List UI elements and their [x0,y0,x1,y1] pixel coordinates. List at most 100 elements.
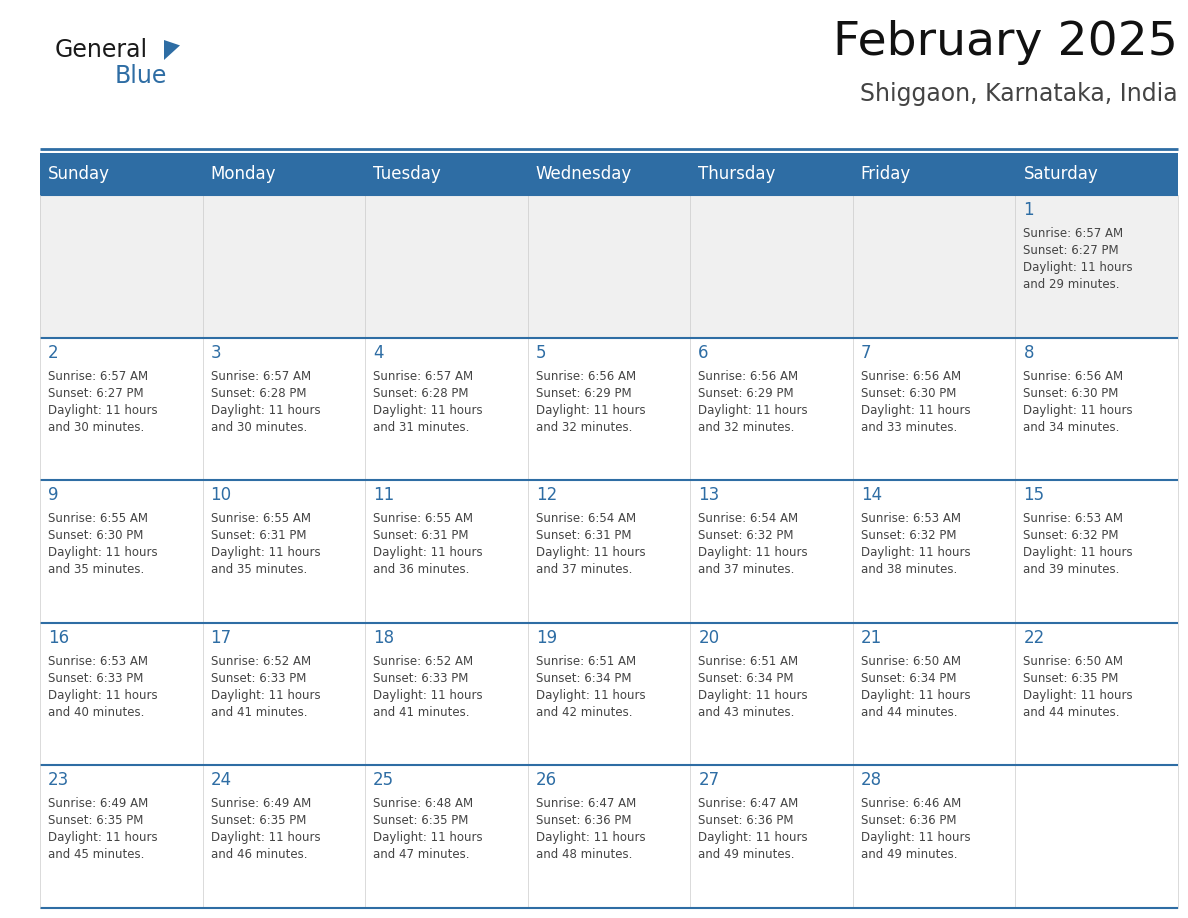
Bar [203,338,365,480]
Bar [690,195,853,338]
Text: Sunrise: 6:57 AM: Sunrise: 6:57 AM [48,370,148,383]
Text: Sunrise: 6:49 AM: Sunrise: 6:49 AM [210,798,311,811]
Text: Sunrise: 6:50 AM: Sunrise: 6:50 AM [861,655,961,667]
Bar [853,195,1016,338]
Text: Daylight: 11 hours: Daylight: 11 hours [699,404,808,417]
Text: and 45 minutes.: and 45 minutes. [48,848,145,861]
Text: Daylight: 11 hours: Daylight: 11 hours [373,404,482,417]
Text: Sunrise: 6:57 AM: Sunrise: 6:57 AM [373,370,473,383]
Bar [40,153,1178,195]
Text: Monday: Monday [210,165,276,183]
Text: 20: 20 [699,629,720,647]
Text: Sunset: 6:28 PM: Sunset: 6:28 PM [373,386,468,399]
Text: Sunrise: 6:53 AM: Sunrise: 6:53 AM [48,655,148,667]
Text: Daylight: 11 hours: Daylight: 11 hours [373,688,482,701]
Bar [690,622,853,766]
Text: and 48 minutes.: and 48 minutes. [536,848,632,861]
Bar [853,338,1016,480]
Text: Daylight: 11 hours: Daylight: 11 hours [210,832,321,845]
Text: 2: 2 [48,343,58,362]
Text: and 42 minutes.: and 42 minutes. [536,706,632,719]
Bar [527,195,690,338]
Text: Daylight: 11 hours: Daylight: 11 hours [48,832,158,845]
Text: Sunset: 6:35 PM: Sunset: 6:35 PM [48,814,144,827]
Text: Sunset: 6:27 PM: Sunset: 6:27 PM [1023,244,1119,257]
Text: and 32 minutes.: and 32 minutes. [536,420,632,433]
Text: Sunset: 6:31 PM: Sunset: 6:31 PM [373,529,468,543]
Text: and 49 minutes.: and 49 minutes. [861,848,958,861]
Text: Daylight: 11 hours: Daylight: 11 hours [861,404,971,417]
Text: Daylight: 11 hours: Daylight: 11 hours [210,404,321,417]
Bar [203,480,365,622]
Text: 14: 14 [861,487,881,504]
Text: 12: 12 [536,487,557,504]
Text: Wednesday: Wednesday [536,165,632,183]
Text: 24: 24 [210,771,232,789]
Text: and 38 minutes.: and 38 minutes. [861,564,958,577]
Text: Daylight: 11 hours: Daylight: 11 hours [48,546,158,559]
Text: Sunrise: 6:56 AM: Sunrise: 6:56 AM [699,370,798,383]
Text: and 30 minutes.: and 30 minutes. [48,420,144,433]
Text: 5: 5 [536,343,546,362]
Text: Shiggaon, Karnataka, India: Shiggaon, Karnataka, India [860,82,1178,106]
Text: General: General [55,38,148,62]
Text: and 30 minutes.: and 30 minutes. [210,420,307,433]
Text: Sunrise: 6:51 AM: Sunrise: 6:51 AM [536,655,636,667]
Bar [690,766,853,908]
Text: and 36 minutes.: and 36 minutes. [373,564,469,577]
Text: and 47 minutes.: and 47 minutes. [373,848,469,861]
Text: 18: 18 [373,629,394,647]
Text: 26: 26 [536,771,557,789]
Text: Sunset: 6:32 PM: Sunset: 6:32 PM [1023,529,1119,543]
Bar [365,338,527,480]
Text: and 43 minutes.: and 43 minutes. [699,706,795,719]
Text: February 2025: February 2025 [833,20,1178,65]
Polygon shape [164,40,181,60]
Text: 16: 16 [48,629,69,647]
Text: Daylight: 11 hours: Daylight: 11 hours [48,688,158,701]
Text: 21: 21 [861,629,883,647]
Text: Sunset: 6:35 PM: Sunset: 6:35 PM [210,814,307,827]
Text: Daylight: 11 hours: Daylight: 11 hours [1023,546,1133,559]
Text: Daylight: 11 hours: Daylight: 11 hours [536,404,645,417]
Text: Sunrise: 6:56 AM: Sunrise: 6:56 AM [536,370,636,383]
Text: and 41 minutes.: and 41 minutes. [210,706,307,719]
Text: Daylight: 11 hours: Daylight: 11 hours [373,832,482,845]
Text: and 34 minutes.: and 34 minutes. [1023,420,1120,433]
Text: 9: 9 [48,487,58,504]
Bar [527,338,690,480]
Text: 25: 25 [373,771,394,789]
Text: Sunrise: 6:48 AM: Sunrise: 6:48 AM [373,798,473,811]
Text: Daylight: 11 hours: Daylight: 11 hours [699,832,808,845]
Text: and 39 minutes.: and 39 minutes. [1023,564,1120,577]
Text: Sunset: 6:34 PM: Sunset: 6:34 PM [861,672,956,685]
Text: 17: 17 [210,629,232,647]
Text: Sunset: 6:34 PM: Sunset: 6:34 PM [536,672,631,685]
Text: 6: 6 [699,343,709,362]
Text: and 44 minutes.: and 44 minutes. [1023,706,1120,719]
Text: 13: 13 [699,487,720,504]
Text: 15: 15 [1023,487,1044,504]
Text: Sunset: 6:36 PM: Sunset: 6:36 PM [861,814,956,827]
Text: and 33 minutes.: and 33 minutes. [861,420,958,433]
Text: 8: 8 [1023,343,1034,362]
Text: Sunset: 6:36 PM: Sunset: 6:36 PM [699,814,794,827]
Bar [40,480,203,622]
Bar [365,622,527,766]
Text: Sunrise: 6:57 AM: Sunrise: 6:57 AM [1023,227,1124,240]
Text: and 37 minutes.: and 37 minutes. [536,564,632,577]
Text: 10: 10 [210,487,232,504]
Bar [40,766,203,908]
Text: Sunrise: 6:57 AM: Sunrise: 6:57 AM [210,370,311,383]
Text: 3: 3 [210,343,221,362]
Text: Sunrise: 6:55 AM: Sunrise: 6:55 AM [210,512,310,525]
Text: Sunset: 6:31 PM: Sunset: 6:31 PM [210,529,307,543]
Text: 23: 23 [48,771,69,789]
Bar [203,195,365,338]
Text: Sunrise: 6:55 AM: Sunrise: 6:55 AM [48,512,148,525]
Bar [1016,195,1178,338]
Bar [40,338,203,480]
Bar [853,766,1016,908]
Text: 19: 19 [536,629,557,647]
Text: Sunset: 6:33 PM: Sunset: 6:33 PM [210,672,307,685]
